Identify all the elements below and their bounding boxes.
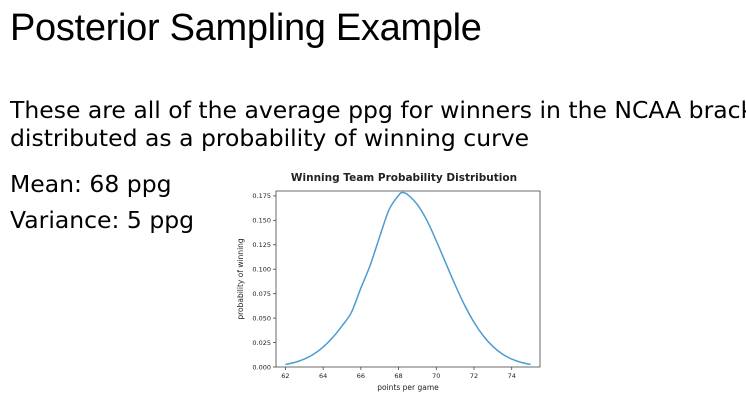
chart-title: Winning Team Probability Distribution <box>291 172 517 184</box>
x-tick-label: 64 <box>319 372 327 380</box>
description-line-2: distributed as a probability of winning … <box>10 124 530 152</box>
y-tick-label: 0.050 <box>252 314 271 322</box>
chart-svg: Winning Team Probability Distribution 0.… <box>236 172 541 392</box>
series-line-probability <box>285 191 531 366</box>
y-tick-label: 0.125 <box>252 241 271 249</box>
probability-chart: Winning Team Probability Distribution 0.… <box>222 168 552 396</box>
x-tick-label: 66 <box>357 372 365 380</box>
x-tick-label: 70 <box>432 372 440 380</box>
variance-stat: Variance: 5 ppg <box>10 206 195 234</box>
plot-frame <box>275 190 541 368</box>
y-tick-label: 0.150 <box>252 217 271 225</box>
y-axis-label: probability of winning <box>236 238 245 320</box>
y-tick-label: 0.075 <box>252 290 271 298</box>
x-axis: 62 64 66 68 70 72 74 <box>281 367 516 380</box>
x-tick-label: 68 <box>394 372 402 380</box>
x-tick-label: 72 <box>470 372 478 380</box>
x-tick-label: 62 <box>281 372 289 380</box>
x-axis-label: points per game <box>377 383 439 392</box>
y-axis: 0.000 0.025 0.050 0.075 0.100 0.125 0.150 0.175 <box>252 192 276 371</box>
slide-title: Posterior Sampling Example <box>10 7 482 49</box>
mean-stat: Mean: 68 ppg <box>10 170 172 198</box>
y-tick-label: 0.000 <box>252 363 271 371</box>
description-line-1: These are all of the average ppg for win… <box>10 96 746 124</box>
y-tick-label: 0.100 <box>252 266 271 274</box>
y-tick-label: 0.025 <box>252 339 271 347</box>
x-tick-label: 74 <box>508 372 516 380</box>
y-tick-label: 0.175 <box>252 192 271 200</box>
